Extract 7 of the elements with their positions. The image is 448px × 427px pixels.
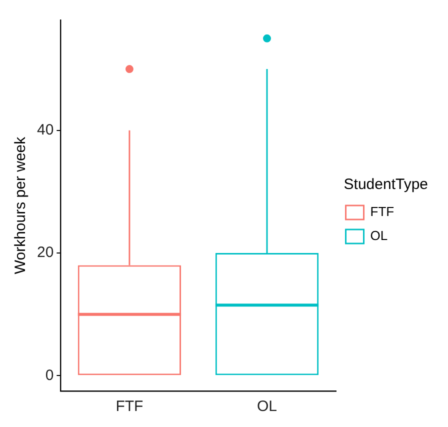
legend-label: FTF [370, 204, 394, 220]
legend-label: OL [370, 228, 388, 244]
y-axis-title: Workhours per week [12, 136, 30, 274]
y-tick-label: 0 [45, 366, 54, 384]
y-tick-label: 20 [36, 244, 54, 262]
y-tick-label: 40 [36, 122, 54, 139]
legend-title: StudentType [344, 176, 428, 194]
